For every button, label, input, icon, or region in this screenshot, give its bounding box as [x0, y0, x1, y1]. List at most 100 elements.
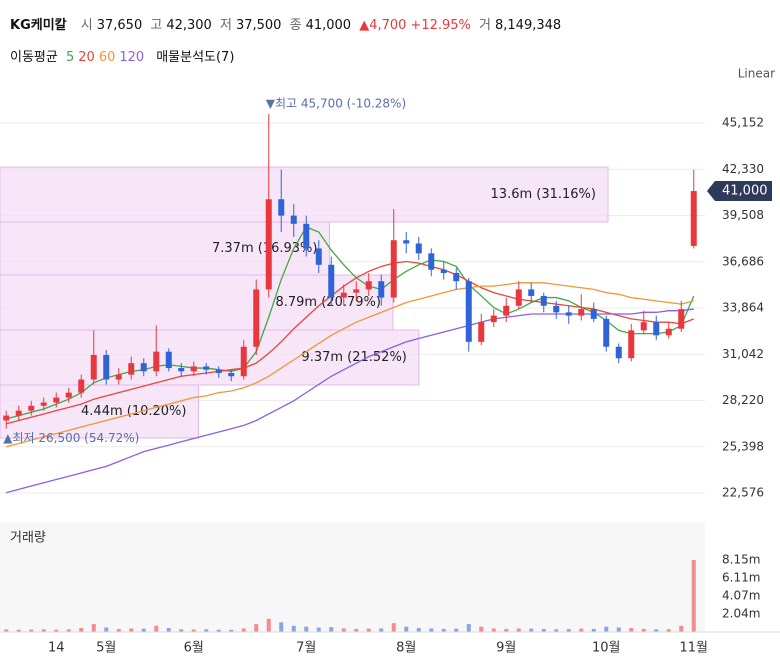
- volume-bar: [241, 628, 246, 632]
- y-tick-label: 45,152: [722, 116, 764, 130]
- volume-bar: [166, 628, 171, 632]
- value: 42,300: [166, 18, 212, 33]
- legend-entry: 60: [98, 50, 116, 65]
- volume-bar: [179, 629, 184, 632]
- price-tag-label: 41,000: [722, 184, 768, 199]
- volume-bar: [154, 625, 159, 632]
- candle-body: [565, 312, 572, 316]
- candle-body: [115, 374, 122, 380]
- profile-label: 4.44m (10.20%): [81, 404, 186, 419]
- candle-body: [428, 253, 435, 270]
- volume-bar: [429, 628, 434, 632]
- value: 37,500: [235, 18, 282, 33]
- y-tick-label: 36,686: [722, 254, 764, 268]
- annotation: ▲최저 26,500 (54.72%): [3, 431, 139, 445]
- candle-body: [528, 289, 535, 296]
- volume-bar: [379, 628, 384, 632]
- candle-body: [553, 305, 560, 313]
- value: 37,650: [96, 18, 143, 33]
- volume-bar: [454, 628, 459, 632]
- header: KG케미칼 시 37,650 고 42,300 저 37,500 종 41,000 ▲4…: [10, 14, 565, 33]
- x-tick-label: 9월: [496, 641, 516, 656]
- volume-bar: [229, 629, 234, 632]
- candle-body: [228, 372, 235, 377]
- candle-body: [253, 289, 260, 347]
- volume-bar: [191, 629, 196, 632]
- volume-bar: [254, 624, 259, 632]
- candle-body: [165, 351, 172, 369]
- candle-body: [640, 322, 647, 331]
- candle-body: [440, 269, 447, 274]
- profile-bar: [0, 329, 420, 386]
- volume-bar: [204, 629, 209, 632]
- candle-body: [53, 397, 60, 403]
- legend-entry: 20: [78, 50, 95, 65]
- volume-bar: [66, 629, 71, 632]
- candle-body: [615, 346, 622, 359]
- volume-bar: [554, 629, 559, 632]
- candle-body: [628, 330, 635, 359]
- change-pct: +12.95%: [410, 18, 471, 33]
- volume-bar: [79, 628, 84, 632]
- candle-body: [353, 289, 360, 293]
- ma-line: [6, 260, 694, 425]
- candle-body: [465, 281, 472, 342]
- candle-body: [365, 281, 372, 290]
- volume-bar: [29, 629, 34, 632]
- x-tick-label: 5월: [96, 641, 116, 656]
- candle-body: [15, 410, 22, 416]
- volume-bar: [366, 628, 371, 632]
- legend-entry: 120: [119, 50, 145, 65]
- candle-body: [590, 309, 597, 319]
- candle-body: [278, 199, 285, 216]
- volume-bar: [604, 626, 609, 632]
- volume-bar: [116, 628, 121, 632]
- candle-body: [653, 322, 660, 336]
- value: 41,000: [305, 18, 352, 33]
- volume-bar: [416, 628, 421, 632]
- y-tick-label: 33,864: [722, 301, 764, 315]
- volume-bar: [566, 629, 571, 632]
- candle-body: [690, 191, 697, 246]
- candle-body: [153, 351, 160, 372]
- volume-tick-label: 2.04m: [722, 606, 760, 620]
- volume-bar: [4, 629, 9, 632]
- volume-bar: [666, 629, 671, 632]
- candle-body: [40, 402, 47, 406]
- candle-body: [415, 243, 422, 254]
- candle-body: [140, 363, 147, 372]
- legend-title: 이동평균: [10, 50, 58, 65]
- candle-body: [3, 415, 10, 421]
- volume-bar: [291, 625, 296, 632]
- volume-bar: [654, 629, 659, 632]
- candle-body: [203, 366, 210, 370]
- volume-tick-label: 4.07m: [722, 589, 760, 603]
- profile-label: 8.79m (20.79%): [275, 295, 380, 310]
- volume-bar: [16, 629, 21, 632]
- volume-bar: [266, 618, 271, 632]
- x-tick-label: 10월: [592, 641, 621, 656]
- candle-body: [515, 289, 522, 306]
- x-tick-label: 11월: [679, 641, 708, 656]
- candle-body: [540, 295, 547, 306]
- profile-label: 13.6m (31.16%): [491, 187, 596, 202]
- candle-body: [215, 369, 222, 373]
- volume-bar: [641, 628, 646, 632]
- candle-body: [378, 281, 385, 298]
- volume-bar: [304, 626, 309, 632]
- profile-label: 9.37m (21.52%): [301, 350, 406, 365]
- candle-body: [490, 315, 497, 323]
- ma-line: [6, 282, 694, 448]
- candle-body: [578, 309, 585, 316]
- volume-bar: [441, 628, 446, 632]
- volume-tick-label: 6.11m: [722, 570, 760, 584]
- y-tick-label: 39,508: [722, 208, 764, 222]
- volume-tick-label: 8.15m: [722, 552, 760, 566]
- volume-bar: [479, 626, 484, 632]
- volume-bar: [354, 628, 359, 632]
- ma-legend[interactable]: 이동평균 5 20 60 120 매물분석도(7): [10, 46, 238, 65]
- candle-body: [190, 366, 197, 372]
- volume-bar: [404, 626, 409, 632]
- change: ▲4,700: [359, 18, 407, 33]
